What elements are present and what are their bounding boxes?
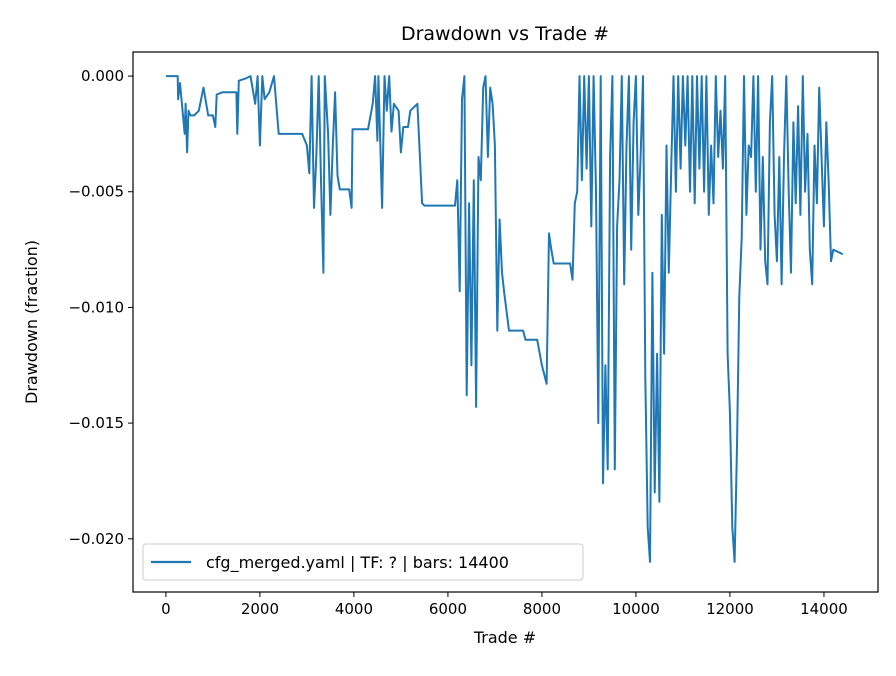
x-tick-label: 4000 — [335, 600, 373, 618]
x-axis-label: Trade # — [473, 628, 536, 647]
y-tick-label: −0.015 — [68, 414, 124, 432]
plot-frame — [132, 51, 879, 593]
y-tick-label: −0.020 — [68, 530, 124, 548]
x-tick-label: 14000 — [800, 600, 848, 618]
y-axis-label: Drawdown (fraction) — [22, 240, 41, 404]
y-tick-label: −0.010 — [68, 298, 124, 316]
legend-box — [142, 543, 584, 581]
x-tick-label: 6000 — [429, 600, 467, 618]
x-tick-label: 2000 — [241, 600, 279, 618]
legend: cfg_merged.yaml | TF: ? | bars: 14400 — [142, 543, 584, 581]
x-tick-label: 0 — [161, 600, 171, 618]
y-tick-label: 0.000 — [81, 67, 124, 85]
y-tick-label: −0.005 — [68, 183, 124, 201]
legend-label: cfg_merged.yaml | TF: ? | bars: 14400 — [206, 553, 509, 573]
x-tick-label: 10000 — [612, 600, 660, 618]
x-tick-label: 8000 — [523, 600, 561, 618]
x-tick-label: 12000 — [706, 600, 754, 618]
series-line-0 — [165, 75, 844, 563]
chart-title: Drawdown vs Trade # — [401, 23, 609, 45]
